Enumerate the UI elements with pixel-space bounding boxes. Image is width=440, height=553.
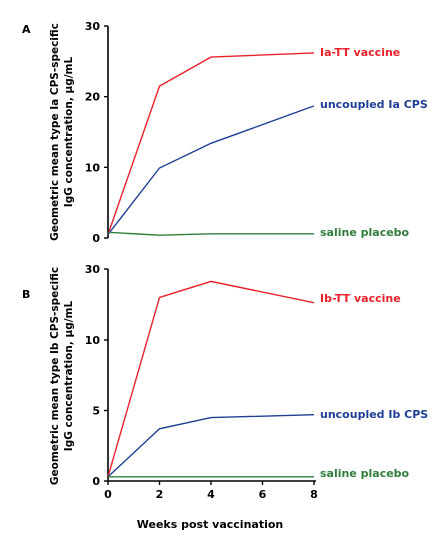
- panel-a-series: [108, 53, 314, 235]
- panel-b-chart: B Geometric mean type Ib CPS-specific Ig…: [22, 263, 428, 501]
- panel-a-series-line-2: [108, 106, 314, 235]
- panel-a-series-label-1: Ia-TT vaccine: [320, 46, 400, 59]
- panel-a-y-axis-title: Geometric mean type Ia CPS-specific IgG …: [49, 23, 75, 241]
- panel-a-y-ticks: 0 10 20 30: [85, 20, 108, 245]
- panel-b-ylabel-line-2: IgG concentration, µg/mL: [63, 301, 75, 452]
- panel-b-series-label-1: Ib-TT vaccine: [320, 292, 401, 305]
- panel-b-series-line-2: [108, 415, 314, 477]
- panel-b-y-tick-label-5: 5: [92, 405, 100, 418]
- panel-a-y-tick-label-30: 30: [85, 20, 101, 33]
- panel-b-y-ticks: 0 5 10 30: [85, 263, 108, 488]
- panel-b-series: [108, 281, 314, 476]
- panel-a-series-label-3: saline placebo: [320, 226, 410, 239]
- panel-a-series-label-2: uncoupled Ia CPS: [320, 98, 428, 111]
- panel-a-ylabel-line-1: Geometric mean type Ia CPS-specific: [49, 23, 61, 241]
- panel-a-series-labels: Ia-TT vaccine uncoupled Ia CPS saline plac…: [320, 46, 428, 239]
- panel-b-series-label-2: uncoupled Ib CPS: [320, 408, 428, 421]
- panel-a-y-tick-label-20: 20: [85, 91, 101, 104]
- panel-a-chart: A Geometric mean type Ia CPS-specific Ig…: [22, 20, 428, 245]
- x-axis-title: Weeks post vaccination: [137, 518, 284, 531]
- panel-b-y-axis-title: Geometric mean type Ib CPS-specific IgG …: [49, 267, 75, 485]
- panel-b-x-tick-label-4: 4: [207, 488, 215, 501]
- panel-b-x-tick-label-2: 2: [156, 488, 164, 501]
- panel-b-series-label-3: saline placebo: [320, 467, 410, 480]
- panel-a-label: A: [22, 23, 31, 36]
- panel-b-label: B: [22, 288, 30, 301]
- panel-b-y-tick-label-10: 10: [85, 334, 101, 347]
- panel-a-y-tick-label-10: 10: [85, 161, 101, 174]
- panel-b-series-labels: Ib-TT vaccine uncoupled Ib CPS saline plac…: [320, 292, 428, 480]
- panel-a-y-tick-label-0: 0: [92, 232, 100, 245]
- panel-b-ylabel-line-1: Geometric mean type Ib CPS-specific: [49, 267, 61, 485]
- panel-a-series-line-3: [108, 232, 314, 235]
- panel-a-ylabel-line-2: IgG concentration, µg/mL: [63, 57, 75, 208]
- panel-b-x-tick-label-0: 0: [104, 488, 112, 501]
- panel-b-x-tick-label-6: 6: [259, 488, 267, 501]
- panel-b-x-tick-label-8: 8: [310, 488, 318, 501]
- panel-b-y-tick-label-30: 30: [85, 263, 101, 276]
- panel-b-x-ticks: 0 2 4 6 8: [104, 481, 318, 501]
- panel-b-y-tick-label-0: 0: [92, 475, 100, 488]
